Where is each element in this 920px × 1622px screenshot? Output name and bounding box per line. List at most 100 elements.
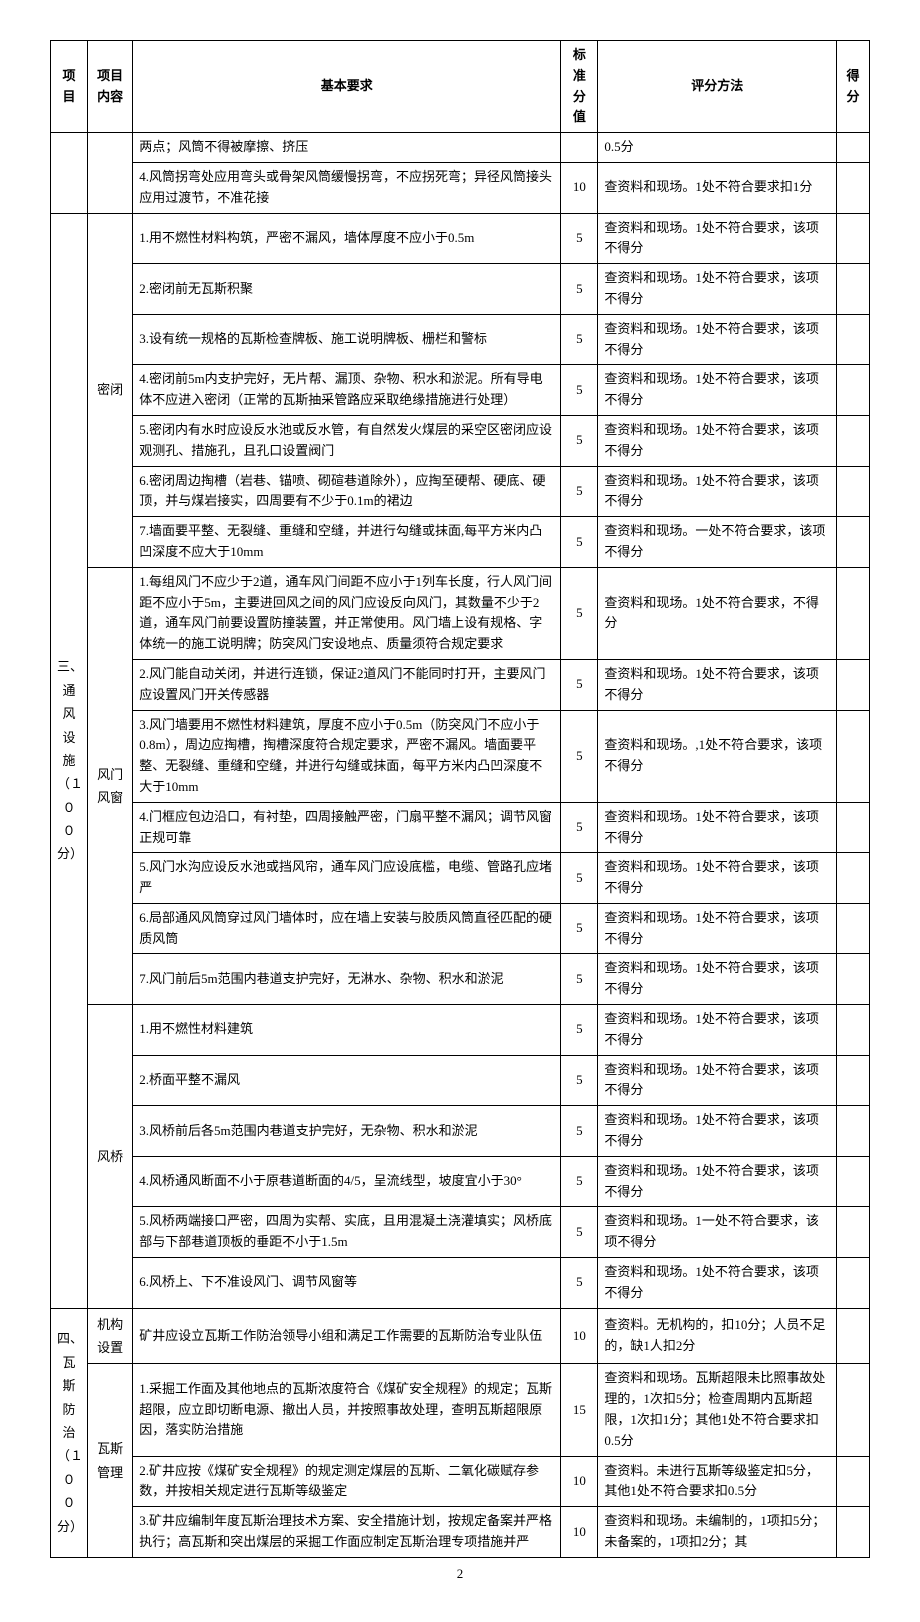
method-cell: 查资料和现场。一处不符合要求，该项不得分: [598, 517, 837, 568]
result-cell: [837, 415, 870, 466]
table-row: 瓦斯管理1.采掘工作面及其他地点的瓦斯浓度符合《煤矿安全规程》的规定；瓦斯超限，…: [51, 1364, 870, 1456]
table-row: 三、通风设施（１００分）密闭1.用不燃性材料构筑，严密不漏风，墙体厚度不应小于0…: [51, 213, 870, 264]
header-project: 项目: [51, 41, 88, 133]
method-cell: 查资料和现场。,1处不符合要求，该项不得分: [598, 710, 837, 802]
page-number: 2: [50, 1566, 870, 1582]
header-method: 评分方法: [598, 41, 837, 133]
project-cell: 四、瓦斯防治（１００分）: [51, 1308, 88, 1557]
assessment-table: 项目 项目内容 基本要求 标准分值 评分方法 得分 两点；风筒不得被摩擦、挤压0…: [50, 40, 870, 1558]
requirement-cell: 1.用不燃性材料构筑，严密不漏风，墙体厚度不应小于0.5m: [133, 213, 561, 264]
method-cell: 查资料和现场。1处不符合要求，该项不得分: [598, 1258, 837, 1309]
score-cell: 5: [561, 213, 598, 264]
score-cell: 10: [561, 1308, 598, 1364]
requirement-cell: 3.矿井应编制年度瓦斯治理技术方案、安全措施计划，按规定备案并严格执行；高瓦斯和…: [133, 1507, 561, 1558]
result-cell: [837, 1106, 870, 1157]
project-cell: [51, 133, 88, 213]
requirement-cell: 1.用不燃性材料建筑: [133, 1005, 561, 1056]
method-cell: 查资料和现场。1处不符合要求，该项不得分: [598, 903, 837, 954]
result-cell: [837, 1507, 870, 1558]
requirement-cell: 6.局部通风风筒穿过风门墙体时，应在墙上安装与胶质风筒直径匹配的硬质风筒: [133, 903, 561, 954]
table-body: 两点；风筒不得被摩擦、挤压 0.5分4.风筒拐弯处应用弯头或骨架风筒缓慢拐弯，不应…: [51, 133, 870, 1558]
score-cell: 5: [561, 903, 598, 954]
table-row: 2.矿井应按《煤矿安全规程》的规定测定煤层的瓦斯、二氧化碳赋存参数，并按相关规定…: [51, 1456, 870, 1507]
score-cell: 5: [561, 1005, 598, 1056]
requirement-cell: 4.风桥通风断面不小于原巷道断面的4/5，呈流线型，坡度宜小于30°: [133, 1156, 561, 1207]
requirement-cell: 4.门框应包边沿口，有衬垫，四周接触严密，门扇平整不漏风；调节风窗正规可靠: [133, 802, 561, 853]
table-row: 7.风门前后5m范围内巷道支护完好，无淋水、杂物、积水和淤泥5查资料和现场。1处…: [51, 954, 870, 1005]
result-cell: [837, 802, 870, 853]
result-cell: [837, 365, 870, 416]
result-cell: [837, 517, 870, 568]
method-cell: 查资料和现场。1处不符合要求，该项不得分: [598, 954, 837, 1005]
method-cell: 查资料和现场。瓦斯超限未比照事故处理的，1次扣5分；检查周期内瓦斯超限，1次扣1…: [598, 1364, 837, 1456]
table-row: 四、瓦斯防治（１００分）机构设置矿井应设立瓦斯工作防治领导小组和满足工作需要的瓦…: [51, 1308, 870, 1364]
score-cell: 5: [561, 567, 598, 659]
requirement-cell: 5.风门水沟应设反水池或挡风帘，通车风门应设底槛，电缆、管路孔应堵严: [133, 853, 561, 904]
result-cell: [837, 1456, 870, 1507]
header-content: 项目内容: [88, 41, 133, 133]
table-row: 风桥1.用不燃性材料建筑5查资料和现场。1处不符合要求，该项不得分: [51, 1005, 870, 1056]
requirement-cell: 2.桥面平整不漏风: [133, 1055, 561, 1106]
table-row: 4.风筒拐弯处应用弯头或骨架风筒缓慢拐弯，不应拐死弯；异径风筒接头应用过渡节，不…: [51, 162, 870, 213]
method-cell: 查资料和现场。1处不符合要求扣1分: [598, 162, 837, 213]
score-cell: 10: [561, 1456, 598, 1507]
method-cell: 查资料和现场。1处不符合要求，该项不得分: [598, 314, 837, 365]
table-row: 两点；风筒不得被摩擦、挤压 0.5分: [51, 133, 870, 163]
requirement-cell: 6.风桥上、下不准设风门、调节风窗等: [133, 1258, 561, 1309]
method-cell: 查资料和现场。1处不符合要求，该项不得分: [598, 802, 837, 853]
result-cell: [837, 314, 870, 365]
method-cell: 查资料和现场。1处不符合要求，该项不得分: [598, 1005, 837, 1056]
table-row: 6.密闭周边掏槽（岩巷、锚喷、砌碹巷道除外），应掏至硬帮、硬底、硬顶，并与煤岩接…: [51, 466, 870, 517]
score-cell: 5: [561, 1055, 598, 1106]
score-cell: 5: [561, 517, 598, 568]
content-cell: 瓦斯管理: [88, 1364, 133, 1557]
result-cell: [837, 466, 870, 517]
table-row: 2.桥面平整不漏风5查资料和现场。1处不符合要求，该项不得分: [51, 1055, 870, 1106]
result-cell: [837, 954, 870, 1005]
content-cell: 风桥: [88, 1005, 133, 1309]
method-cell: 查资料和现场。1处不符合要求，该项不得分: [598, 853, 837, 904]
score-cell: 5: [561, 1106, 598, 1157]
score-cell: 5: [561, 415, 598, 466]
result-cell: [837, 1308, 870, 1364]
header-result: 得分: [837, 41, 870, 133]
method-cell: 查资料和现场。1一处不符合要求，该项不得分: [598, 1207, 837, 1258]
table-row: 5.风桥两端接口严密，四周为实帮、实底，且用混凝土浇灌填实；风桥底部与下部巷道顶…: [51, 1207, 870, 1258]
project-cell: 三、通风设施（１００分）: [51, 213, 88, 1308]
method-cell: 查资料和现场。1处不符合要求，该项不得分: [598, 213, 837, 264]
method-cell: 查资料和现场。1处不符合要求，该项不得分: [598, 1055, 837, 1106]
score-cell: 10: [561, 162, 598, 213]
table-row: 4.风桥通风断面不小于原巷道断面的4/5，呈流线型，坡度宜小于30°5查资料和现…: [51, 1156, 870, 1207]
score-cell: 5: [561, 1258, 598, 1309]
requirement-cell: 5.密闭内有水时应设反水池或反水管，有自然发火煤层的采空区密闭应设观测孔、措施孔…: [133, 415, 561, 466]
method-cell: 查资料和现场。1处不符合要求，该项不得分: [598, 1156, 837, 1207]
method-cell: 0.5分: [598, 133, 837, 163]
table-row: 7.墙面要平整、无裂缝、重缝和空缝，并进行勾缝或抹面,每平方米内凸凹深度不应大于…: [51, 517, 870, 568]
requirement-cell: 4.密闭前5m内支护完好，无片帮、漏顶、杂物、积水和淤泥。所有导电体不应进入密闭…: [133, 365, 561, 416]
content-cell: [88, 133, 133, 213]
result-cell: [837, 1005, 870, 1056]
result-cell: [837, 903, 870, 954]
requirement-cell: 1.采掘工作面及其他地点的瓦斯浓度符合《煤矿安全规程》的规定；瓦斯超限，应立即切…: [133, 1364, 561, 1456]
table-row: 3.风桥前后各5m范围内巷道支护完好，无杂物、积水和淤泥5查资料和现场。1处不符…: [51, 1106, 870, 1157]
requirement-cell: 两点；风筒不得被摩擦、挤压: [133, 133, 561, 163]
score-cell: 5: [561, 466, 598, 517]
result-cell: [837, 1156, 870, 1207]
requirement-cell: 2.风门能自动关闭，并进行连锁，保证2道风门不能同时打开，主要风门应设置风门开关…: [133, 659, 561, 710]
table-row: 风门风窗1.每组风门不应少于2道，通车风门间距不应小于1列车长度，行人风门间距不…: [51, 567, 870, 659]
score-cell: 15: [561, 1364, 598, 1456]
table-row: 2.密闭前无瓦斯积聚5查资料和现场。1处不符合要求，该项不得分: [51, 264, 870, 315]
table-row: 3.矿井应编制年度瓦斯治理技术方案、安全措施计划，按规定备案并严格执行；高瓦斯和…: [51, 1507, 870, 1558]
content-cell: 风门风窗: [88, 567, 133, 1004]
score-cell: 5: [561, 853, 598, 904]
table-row: 5.风门水沟应设反水池或挡风帘，通车风门应设底槛，电缆、管路孔应堵严5查资料和现…: [51, 853, 870, 904]
method-cell: 查资料。未进行瓦斯等级鉴定扣5分，其他1处不符合要求扣0.5分: [598, 1456, 837, 1507]
method-cell: 查资料和现场。1处不符合要求，该项不得分: [598, 659, 837, 710]
content-cell: 机构设置: [88, 1308, 133, 1364]
method-cell: 查资料和现场。未编制的，1项扣5分；未备案的，1项扣2分；其: [598, 1507, 837, 1558]
method-cell: 查资料和现场。1处不符合要求，该项不得分: [598, 415, 837, 466]
method-cell: 查资料和现场。1处不符合要求，该项不得分: [598, 365, 837, 416]
score-cell: 5: [561, 954, 598, 1005]
header-score: 标准分值: [561, 41, 598, 133]
requirement-cell: 3.风门墙要用不燃性材料建筑，厚度不应小于0.5m（防突风门不应小于0.8m），…: [133, 710, 561, 802]
